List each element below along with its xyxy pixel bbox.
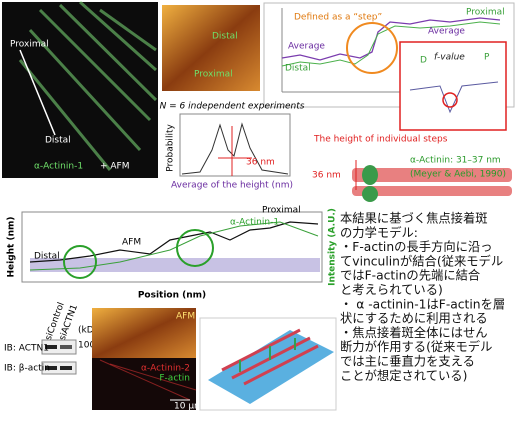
axis-label: Position (nm)	[138, 291, 206, 301]
label: Distal	[34, 252, 60, 262]
label: Distal	[212, 32, 238, 42]
title: N = 6 independent experiments	[160, 102, 305, 112]
histogram: N = 6 independent experiments Probabilit…	[160, 102, 305, 191]
summary-text: 本結果に基づく焦点接着斑の力学モデル:・F-actinの長手方向に沿ってvinc…	[340, 211, 505, 383]
axis-label: Intensity (A.U.)	[328, 208, 338, 286]
fluorescence-panel: AFM α-Actinin-2 F-actin 10 µm	[92, 308, 203, 412]
label: D	[420, 56, 427, 66]
summary-line: ではF-actinの先端に結合	[340, 268, 480, 283]
label: Proximal	[10, 40, 49, 50]
summary-line: 状にするために利用される	[340, 312, 488, 326]
label: α-Actinin: 31–37 nm	[410, 156, 501, 166]
microscopy-panel: Proximal Distal α-Actinin-1 + AFM	[2, 2, 158, 178]
summary-line: ことが想定されている)	[340, 368, 467, 383]
label: Proximal	[262, 206, 301, 216]
profile-chart: Proximal α-Actinin-1 AFM Distal Height (…	[7, 206, 338, 301]
label: IB: ACTN1	[4, 344, 49, 354]
annotation: Defined as a “step”	[294, 13, 382, 23]
summary-line: ・焦点接着斑全体にはせん	[340, 325, 488, 340]
marker-label: 36 nm	[246, 158, 275, 168]
afm-panel: Distal Proximal	[162, 5, 260, 91]
summary-line: の力学モデル:	[340, 225, 418, 240]
label: Distal	[285, 64, 311, 74]
summary-line: 本結果に基づく焦点接着斑	[340, 211, 488, 226]
axis-label: Height (nm)	[7, 216, 17, 277]
label: Proximal	[466, 8, 505, 18]
label: F-actin	[159, 374, 190, 384]
summary-line: 断力が作用する(従来モデル	[340, 339, 492, 354]
label: P	[484, 53, 490, 63]
summary-line: では主に垂直力を支える	[340, 355, 475, 369]
label: f-value	[434, 53, 465, 63]
label: AFM	[122, 238, 141, 248]
label: IB: β-actin	[4, 364, 50, 374]
label: 36 nm	[312, 171, 341, 181]
label: Average	[428, 27, 465, 37]
axis-label: Probability	[166, 124, 176, 172]
summary-line: ・F-actinの長手方向に沿っ	[340, 239, 493, 254]
label: AFM	[176, 312, 195, 322]
label: Distal	[45, 136, 71, 146]
label: α-Actinin-1	[34, 162, 83, 172]
title: The height of individual steps	[313, 135, 448, 145]
summary-line: と考えられている)	[340, 283, 443, 297]
page: Proximal Distal α-Actinin-1 + AFM Distal…	[0, 0, 517, 417]
model-panel	[200, 318, 336, 410]
summary-line: てvinculinが結合(従来モデル	[340, 253, 503, 268]
label: Average	[288, 42, 325, 52]
label: 10 µm	[174, 402, 203, 412]
western-blot: siControl siACTN1 (kDa) 100 IB: ACTN1 IB…	[4, 301, 103, 374]
label: + AFM	[100, 162, 130, 172]
label: (Meyer & Aebi, 1990)	[410, 170, 506, 180]
label: α-Actinin-1	[230, 218, 279, 228]
slide: Proximal Distal α-Actinin-1 + AFM Distal…	[0, 0, 517, 417]
summary-line: ・ α -actinin-1はF-actinを層	[340, 297, 505, 311]
steps-panel: The height of individual steps 36 nm α-A…	[312, 135, 512, 203]
axis-label: Average of the height (nm)	[171, 181, 293, 191]
label: Proximal	[194, 70, 233, 80]
label: α-Actinin-2	[141, 364, 190, 374]
